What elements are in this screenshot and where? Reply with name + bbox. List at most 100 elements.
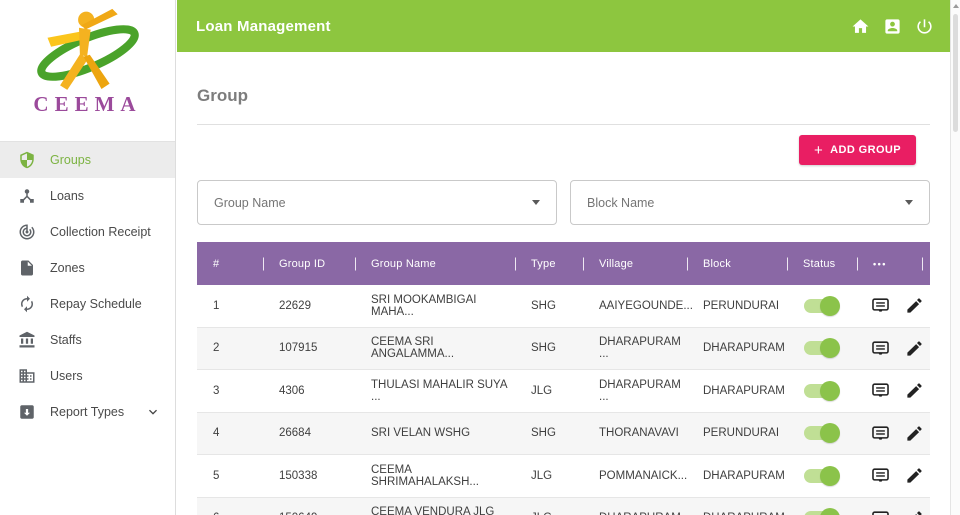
edit-icon[interactable] xyxy=(905,296,924,315)
sidebar-item-users[interactable]: Users xyxy=(0,358,175,394)
sidebar-item-groups[interactable]: Groups xyxy=(0,142,175,178)
column-header: Group ID xyxy=(263,242,355,285)
edit-icon[interactable] xyxy=(905,509,924,515)
cell: AAIYEGOUNDE... xyxy=(583,285,687,327)
column-header: Group Name xyxy=(355,242,515,285)
cell: THULASI MAHALIR SUYA ... xyxy=(355,370,515,412)
sidebar-nav: Groups Loans Collection Receipt Zones Re… xyxy=(0,141,175,430)
table-row: 6 150649 CEEMA VENDURA JLG D... JLG DHAR… xyxy=(197,498,930,515)
details-icon[interactable] xyxy=(871,296,890,315)
cell: CEEMA VENDURA JLG D... xyxy=(355,498,515,515)
page-title: Group xyxy=(197,86,930,106)
shield-icon xyxy=(18,151,36,169)
caret-down-icon xyxy=(905,200,913,205)
cell: CEEMA SHRIMAHALAKSH... xyxy=(355,455,515,497)
vertical-scrollbar[interactable] xyxy=(950,0,960,515)
table-body: 1 22629 SRI MOOKAMBIGAI MAHA... SHG AAIY… xyxy=(197,285,930,515)
sidebar-item-repay-schedule[interactable]: Repay Schedule xyxy=(0,286,175,322)
add-group-button[interactable]: + ADD GROUP xyxy=(799,135,916,165)
cell: SHG xyxy=(515,413,583,455)
status-toggle[interactable] xyxy=(803,338,840,358)
status-toggle[interactable] xyxy=(803,423,840,443)
block-name-select[interactable]: Block Name xyxy=(570,180,930,225)
edit-icon[interactable] xyxy=(905,424,924,443)
home-icon[interactable] xyxy=(851,17,870,36)
cell: 4 xyxy=(197,413,263,455)
column-header: Status xyxy=(787,242,857,285)
cell: PERUNDURAI xyxy=(687,285,787,327)
cell: SHG xyxy=(515,328,583,370)
sidebar-item-label: Zones xyxy=(50,261,85,275)
cell: DHARAPURAM xyxy=(687,455,787,497)
details-icon[interactable] xyxy=(871,509,890,515)
edit-icon[interactable] xyxy=(905,381,924,400)
ceema-logo-graphic xyxy=(29,8,147,98)
cell: 4306 xyxy=(263,370,355,412)
add-group-label: ADD GROUP xyxy=(830,144,901,156)
groups-table: #Group IDGroup NameTypeVillageBlockStatu… xyxy=(197,242,930,515)
brand-logo: CEEMA xyxy=(0,0,175,141)
column-header: # xyxy=(197,242,263,285)
cell: PERUNDURAI xyxy=(687,413,787,455)
sidebar-item-loans[interactable]: Loans xyxy=(0,178,175,214)
edit-icon[interactable] xyxy=(905,466,924,485)
file-icon xyxy=(18,259,36,277)
status-toggle[interactable] xyxy=(803,508,840,515)
app-window: CEEMA Groups Loans Collection Receipt Zo… xyxy=(0,0,960,515)
details-icon[interactable] xyxy=(871,339,890,358)
sidebar-item-label: Report Types xyxy=(50,405,124,419)
cell: SHG xyxy=(515,285,583,327)
sidebar-item-label: Loans xyxy=(50,189,84,203)
sidebar: CEEMA Groups Loans Collection Receipt Zo… xyxy=(0,0,176,515)
block-name-select-value: Block Name xyxy=(587,196,654,210)
scrollbar-thumb[interactable] xyxy=(953,14,958,132)
sidebar-item-label: Repay Schedule xyxy=(50,297,142,311)
cell: DHARAPURAM ... xyxy=(583,328,687,370)
status-toggle[interactable] xyxy=(803,381,840,401)
content-region: Loan Management Group + ADD GROUP Group … xyxy=(177,0,950,515)
status-toggle[interactable] xyxy=(803,296,840,316)
toolbar: + ADD GROUP xyxy=(197,135,930,165)
group-name-select-value: Group Name xyxy=(214,196,286,210)
sidebar-item-label: Users xyxy=(50,369,83,383)
details-icon[interactable] xyxy=(871,381,890,400)
app-title: Loan Management xyxy=(196,18,331,35)
cell: SRI VELAN WSHG xyxy=(355,413,515,455)
cell: CEEMA SRI ANGALAMMA... xyxy=(355,328,515,370)
column-header: Village xyxy=(583,242,687,285)
table-row: 4 26684 SRI VELAN WSHG SHG THORANAVAVI P… xyxy=(197,413,930,456)
cell: 1 xyxy=(197,285,263,327)
sidebar-item-label: Groups xyxy=(50,153,91,167)
power-icon[interactable] xyxy=(915,17,934,36)
cell: POMMANAICK... xyxy=(583,455,687,497)
title-divider xyxy=(197,124,930,125)
group-name-select[interactable]: Group Name xyxy=(197,180,557,225)
track-changes-icon xyxy=(18,223,36,241)
table-row: 1 22629 SRI MOOKAMBIGAI MAHA... SHG AAIY… xyxy=(197,285,930,328)
cell: THORANAVAVI xyxy=(583,413,687,455)
cell: 150649 xyxy=(263,498,355,515)
details-icon[interactable] xyxy=(871,424,890,443)
sidebar-item-label: Collection Receipt xyxy=(50,225,151,239)
autorenew-icon xyxy=(18,295,36,313)
details-icon[interactable] xyxy=(871,466,890,485)
cell: DHARAPURAM xyxy=(687,328,787,370)
status-toggle[interactable] xyxy=(803,466,840,486)
cell: 107915 xyxy=(263,328,355,370)
cell: SRI MOOKAMBIGAI MAHA... xyxy=(355,285,515,327)
plus-icon: + xyxy=(814,143,823,158)
column-header: ••• xyxy=(857,242,930,285)
table-row: 3 4306 THULASI MAHALIR SUYA ... JLG DHAR… xyxy=(197,370,930,413)
cell: JLG xyxy=(515,370,583,412)
sidebar-item-zones[interactable]: Zones xyxy=(0,250,175,286)
cell: 5 xyxy=(197,455,263,497)
scroll-up-arrow-icon[interactable] xyxy=(953,4,959,8)
sidebar-item-collection-receipt[interactable]: Collection Receipt xyxy=(0,214,175,250)
sidebar-item-staffs[interactable]: Staffs xyxy=(0,322,175,358)
account-icon[interactable] xyxy=(883,17,902,36)
cell: 3 xyxy=(197,370,263,412)
cell: DHARAPURAM... xyxy=(687,498,787,515)
sidebar-item-report-types[interactable]: Report Types xyxy=(0,394,175,430)
cell: JLG xyxy=(515,498,583,515)
edit-icon[interactable] xyxy=(905,339,924,358)
